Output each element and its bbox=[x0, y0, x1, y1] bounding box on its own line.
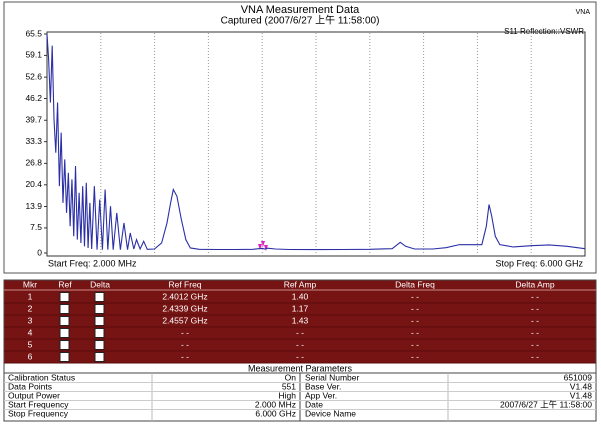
marker-cell: - - bbox=[181, 351, 189, 361]
parameter-value: On bbox=[285, 372, 297, 382]
marker-column-header: Delta bbox=[90, 279, 110, 289]
marker-cell: 1.17 bbox=[292, 303, 309, 313]
marker-cell: - - bbox=[296, 351, 304, 361]
marker-column-header: Ref Amp bbox=[284, 279, 317, 289]
y-tick-label: 13.9 bbox=[25, 201, 42, 211]
trace-line bbox=[46, 33, 586, 251]
y-tick-label: 7.5 bbox=[30, 222, 42, 232]
marker-cell: - - bbox=[531, 339, 539, 349]
marker-column-header: Mkr bbox=[23, 279, 37, 289]
ref-checkbox bbox=[59, 328, 70, 338]
parameter-label: Output Power bbox=[8, 390, 60, 400]
delta-checkbox bbox=[94, 292, 105, 302]
y-tick-label: 20.4 bbox=[25, 179, 42, 189]
marker-cell: - - bbox=[411, 291, 419, 301]
parameter-title: Measurement Parameters bbox=[248, 363, 353, 373]
marker-cell: 2.4339 GHz bbox=[162, 303, 207, 313]
marker-cell: 1.43 bbox=[292, 315, 309, 325]
parameter-label: Data Points bbox=[8, 381, 52, 391]
marker-cell: - - bbox=[531, 303, 539, 313]
marker-column-header: Ref Freq bbox=[168, 279, 201, 289]
ref-checkbox bbox=[59, 316, 70, 326]
parameter-value: 551 bbox=[282, 381, 296, 391]
y-tick-label: 39.7 bbox=[25, 115, 42, 125]
delta-checkbox bbox=[94, 340, 105, 350]
y-tick-label: 33.3 bbox=[25, 136, 42, 146]
parameter-value: V1.48 bbox=[570, 381, 592, 391]
marker-column-header: Delta Amp bbox=[515, 279, 554, 289]
parameter-value: 2007/6/27 上午 11:58:00 bbox=[500, 399, 592, 409]
marker-cell: - - bbox=[411, 315, 419, 325]
ref-checkbox bbox=[59, 304, 70, 314]
marker-cell: - - bbox=[531, 351, 539, 361]
parameter-label: Base Ver. bbox=[305, 381, 341, 391]
marker-cell: 4 bbox=[28, 327, 33, 337]
ref-checkbox bbox=[59, 340, 70, 350]
parameter-label: App Ver. bbox=[305, 390, 337, 400]
y-tick-label: 65.5 bbox=[25, 28, 42, 38]
marker-cell: 2.4012 GHz bbox=[162, 291, 207, 301]
delta-checkbox bbox=[94, 316, 105, 326]
parameter-value: V1.48 bbox=[570, 390, 592, 400]
parameter-value: High bbox=[279, 390, 297, 400]
delta-checkbox bbox=[94, 304, 105, 314]
chart-frame bbox=[3, 1, 597, 274]
y-tick-label: 0 bbox=[37, 247, 42, 257]
parameter-value: 6.000 GHz bbox=[255, 408, 296, 418]
parameter-label: Calibration Status bbox=[8, 372, 75, 382]
parameter-label: Date bbox=[305, 399, 323, 409]
marker-cell: - - bbox=[181, 339, 189, 349]
marker-cell: - - bbox=[531, 291, 539, 301]
y-tick-label: 59.1 bbox=[25, 50, 42, 60]
marker-column-header: Delta Freq bbox=[395, 279, 435, 289]
marker-cell: - - bbox=[296, 339, 304, 349]
parameter-label: Stop Frequency bbox=[8, 408, 69, 418]
report-title: VNA Measurement Data bbox=[241, 4, 360, 16]
start-freq-label: Start Freq: 2.000 MHz bbox=[48, 258, 137, 268]
marker-cell: 6 bbox=[28, 351, 33, 361]
marker-cell: - - bbox=[411, 351, 419, 361]
marker-cell: - - bbox=[411, 303, 419, 313]
marker-column-header: Ref bbox=[58, 279, 72, 289]
marker-cell: - - bbox=[181, 327, 189, 337]
y-tick-label: 52.6 bbox=[25, 71, 42, 81]
stop-freq-label: Stop Freq: 6.000 GHz bbox=[495, 258, 583, 268]
marker-cell: 1 bbox=[28, 291, 33, 301]
parameter-label: Start Frequency bbox=[8, 399, 69, 409]
delta-checkbox bbox=[94, 352, 105, 362]
delta-checkbox bbox=[94, 328, 105, 338]
marker-cell: - - bbox=[411, 327, 419, 337]
parameter-label: Device Name bbox=[305, 408, 356, 418]
ref-checkbox bbox=[59, 352, 70, 362]
marker-cell: - - bbox=[531, 315, 539, 325]
y-tick-label: 26.8 bbox=[25, 158, 42, 168]
parameter-label: Serial Number bbox=[305, 372, 359, 382]
marker-cell: 2.4557 GHz bbox=[162, 315, 207, 325]
app-label: VNA bbox=[576, 9, 591, 16]
marker-cell: - - bbox=[296, 327, 304, 337]
parameter-value: 2.000 MHz bbox=[255, 399, 296, 409]
report-subtitle: Captured (2007/6/27 上午 11:58:00) bbox=[221, 14, 380, 27]
y-tick-label: 46.2 bbox=[25, 93, 42, 103]
plot-area bbox=[46, 31, 586, 257]
marker-cell: 1.40 bbox=[292, 291, 309, 301]
marker-cell: - - bbox=[531, 327, 539, 337]
ref-checkbox bbox=[59, 292, 70, 302]
marker-cell: 5 bbox=[28, 339, 33, 349]
marker-cell: - - bbox=[411, 339, 419, 349]
marker-cell: 3 bbox=[28, 315, 33, 325]
parameter-value: 651009 bbox=[564, 372, 593, 382]
marker-cell: 2 bbox=[28, 303, 33, 313]
